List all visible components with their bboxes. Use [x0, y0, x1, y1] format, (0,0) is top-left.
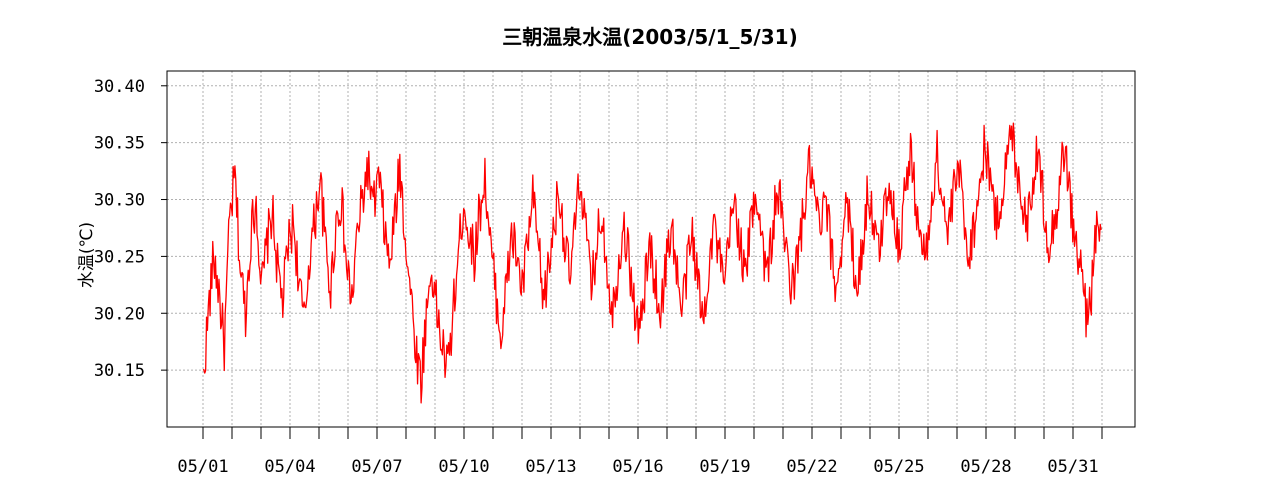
plot-frame [166, 70, 1136, 428]
x-tick-label: 05/22 [786, 457, 837, 477]
y-tick-label: 30.40 [94, 77, 145, 97]
x-tick-label: 05/10 [438, 457, 489, 477]
y-tick-label: 30.30 [94, 191, 145, 211]
y-tick-label: 30.20 [94, 304, 145, 324]
y-tick-label: 30.25 [94, 247, 145, 267]
series-layer [202, 122, 1102, 404]
x-tick-label: 05/31 [1047, 457, 1098, 477]
chart-title: 三朝温泉水温(2003/5/1_5/31) [502, 25, 797, 49]
x-tick-label: 05/07 [351, 457, 402, 477]
series-line-water-temperature [202, 122, 1102, 404]
y-tick-label: 30.15 [94, 361, 145, 381]
y-axis: 30.15 30.20 30.25 30.30 30.35 30.40 [94, 77, 167, 381]
x-tick-label: 05/28 [960, 457, 1011, 477]
x-tick-label: 05/01 [177, 457, 228, 477]
x-tick-label: 05/04 [264, 457, 315, 477]
x-tick-label: 05/25 [873, 457, 924, 477]
y-tick-label: 30.35 [94, 134, 145, 154]
x-axis: 05/01 05/04 05/07 05/10 05/13 05/16 05/19 05/22… [177, 427, 1103, 477]
y-axis-label: 水温(℃) [77, 222, 97, 288]
x-tick-label: 05/13 [525, 457, 576, 477]
x-tick-label: 05/19 [699, 457, 750, 477]
x-tick-label: 05/16 [612, 457, 663, 477]
